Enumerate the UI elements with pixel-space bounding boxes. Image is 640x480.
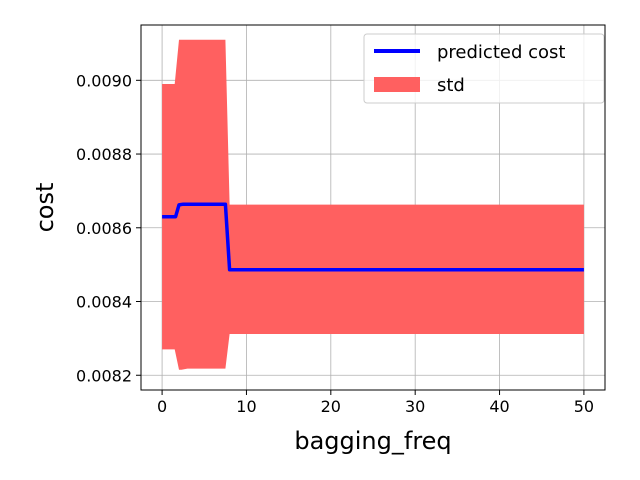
y-tick-label: 0.0090 [76,71,132,90]
y-tick-label: 0.0088 [76,145,132,164]
legend-swatch-std [374,77,420,92]
legend: predicted cost std [363,33,605,104]
predicted-cost-line-layer [162,202,584,272]
y-tick-label: 0.0082 [76,366,132,385]
x-tick-label: 40 [489,397,509,416]
y-axis-label: cost [31,183,59,233]
x-tick-label: 0 [157,397,167,416]
x-tick-label: 50 [574,397,594,416]
legend-box [363,33,605,104]
y-tick-label: 0.0086 [76,219,132,238]
legend-label-std: std [437,75,465,96]
ticks: 0 10 20 30 40 50 0.0082 0.0084 0.0086 0.0088 0.009… [76,71,594,416]
y-tick-label: 0.0084 [76,293,132,312]
plot-area-frame [140,24,606,391]
x-tick-label: 20 [321,397,341,416]
legend-label-predicted-cost: predicted cost [437,42,565,63]
std-band [162,39,584,370]
predicted-cost-line [162,202,584,272]
std-band-layer [162,39,584,370]
x-axis-label: bagging_freq [294,427,451,455]
x-tick-label: 30 [405,397,425,416]
x-tick-label: 10 [236,397,256,416]
